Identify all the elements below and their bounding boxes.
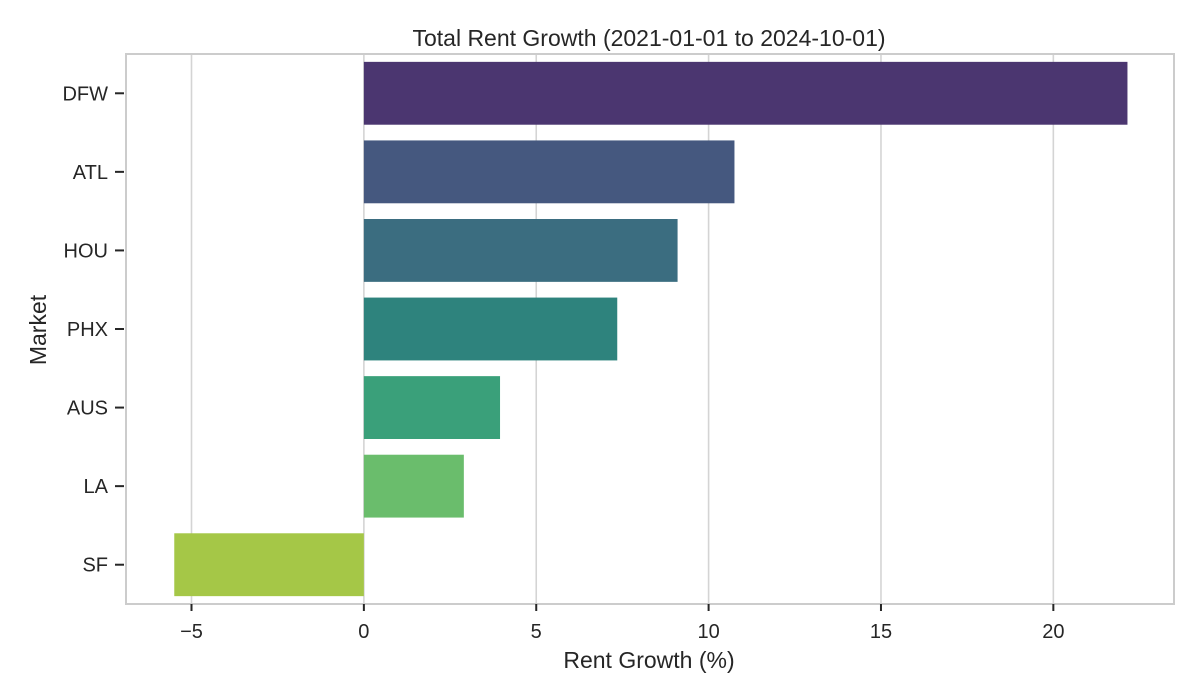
x-tick-label: 5 — [531, 621, 542, 643]
bars — [174, 61, 1128, 597]
y-tick-label: AUS — [67, 398, 108, 420]
bar-hou — [363, 219, 678, 282]
x-axis-ticks: −5 0 5 10 15 20 — [180, 604, 1064, 643]
y-tick-label: PHX — [67, 319, 108, 341]
y-tick-label: SF — [82, 555, 108, 577]
x-tick-label: 20 — [1042, 621, 1064, 643]
chart-title: Total Rent Growth (2021-01-01 to 2024-10… — [412, 25, 885, 51]
x-axis-label: Rent Growth (%) — [563, 647, 734, 673]
bar-aus — [363, 376, 501, 439]
bar-dfw — [363, 61, 1128, 125]
y-axis-ticks: DFW ATL HOU PHX AUS LA SF — [62, 83, 124, 577]
x-tick-label: 10 — [697, 621, 719, 643]
x-tick-label: 0 — [358, 621, 369, 643]
x-tick-label: −5 — [180, 621, 203, 643]
bar-atl — [363, 140, 735, 204]
bar-la — [363, 454, 464, 518]
y-tick-label: HOU — [64, 240, 108, 262]
bar-phx — [363, 297, 618, 361]
bar-sf — [174, 533, 364, 597]
y-tick-label: LA — [84, 476, 109, 498]
y-tick-label: ATL — [73, 162, 108, 184]
x-tick-label: 15 — [870, 621, 892, 643]
y-axis-label: Market — [25, 294, 51, 365]
plot-frame — [125, 53, 1175, 605]
y-tick-label: DFW — [62, 83, 108, 105]
